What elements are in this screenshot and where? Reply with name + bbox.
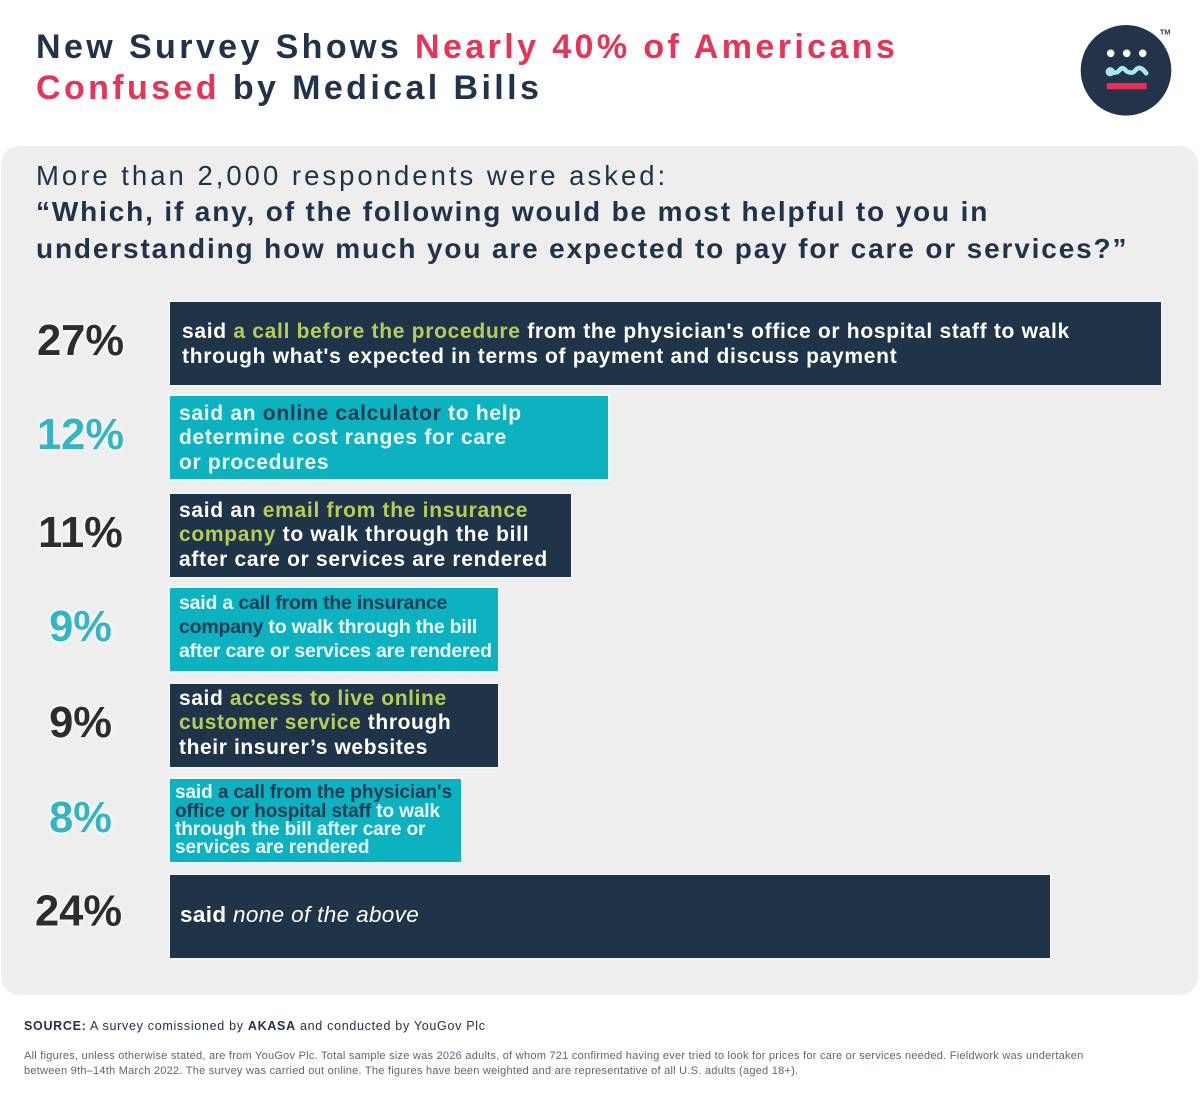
svg-text:TM: TM: [1160, 28, 1170, 37]
